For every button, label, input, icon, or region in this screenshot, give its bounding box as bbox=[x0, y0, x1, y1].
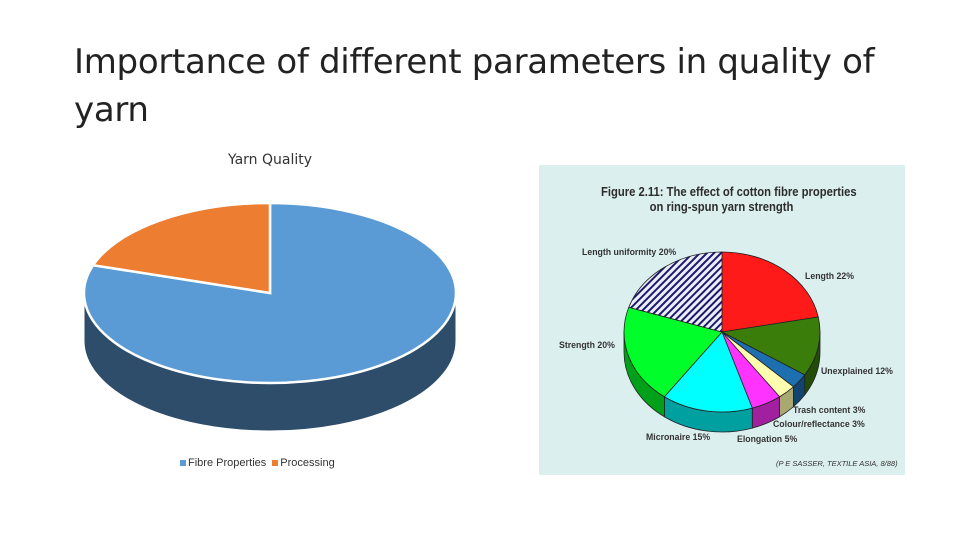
pie-slice-length-uniformity bbox=[628, 251, 723, 333]
pie-slices bbox=[623, 251, 821, 413]
chart-legend: Fibre Properties Processing bbox=[180, 457, 335, 469]
pie-slice-processing bbox=[90, 201, 272, 295]
yarn-quality-chart: Yarn Quality Fibre Properties Processing bbox=[60, 140, 480, 480]
figure-title-line-2: on ring-spun yarn strength bbox=[649, 200, 794, 214]
chart-title: Yarn Quality bbox=[227, 152, 313, 168]
pie-slices bbox=[82, 201, 458, 385]
slide-title: Importance of different parameters in qu… bbox=[74, 42, 875, 130]
legend-item-processing: Processing bbox=[272, 457, 335, 469]
pie-slice-strength bbox=[623, 306, 723, 398]
legend-item-fibre-properties: Fibre Properties bbox=[180, 457, 266, 469]
pie-slice-length bbox=[721, 251, 819, 333]
figure-title: Figure 2.11: The effect of cotton fibre … bbox=[601, 185, 857, 215]
fibre-properties-pie bbox=[623, 251, 821, 433]
yarn-quality-pie bbox=[82, 201, 458, 432]
legend-label-processing: Processing bbox=[280, 457, 335, 469]
label-unexplained: Unexplained 12% bbox=[821, 366, 893, 377]
label-length-uniformity: Length uniformity 20% bbox=[582, 247, 677, 258]
pie-slice-micronaire bbox=[663, 331, 753, 413]
label-strength: Strength 20% bbox=[559, 340, 615, 351]
cotton-fibre-figure: Figure 2.11: The effect of cotton fibre … bbox=[539, 165, 905, 475]
label-length: Length 22% bbox=[805, 271, 855, 282]
pie-slice-unexplained bbox=[720, 316, 821, 376]
label-elongation: Elongation 5% bbox=[737, 434, 798, 445]
legend-label-fibre-properties: Fibre Properties bbox=[188, 457, 267, 469]
legend-swatch-processing bbox=[272, 460, 279, 466]
label-micronaire: Micronaire 15% bbox=[646, 432, 711, 443]
figure-credit: (P E SASSER, TEXTILE ASIA, 8/88) bbox=[776, 459, 898, 468]
label-trash-content: Trash content 3% bbox=[793, 405, 866, 416]
label-colour-reflectance: Colour/reflectance 3% bbox=[773, 419, 865, 430]
figure-title-line-1: Figure 2.11: The effect of cotton fibre … bbox=[601, 185, 857, 199]
legend-swatch-fibre-properties bbox=[180, 460, 186, 466]
